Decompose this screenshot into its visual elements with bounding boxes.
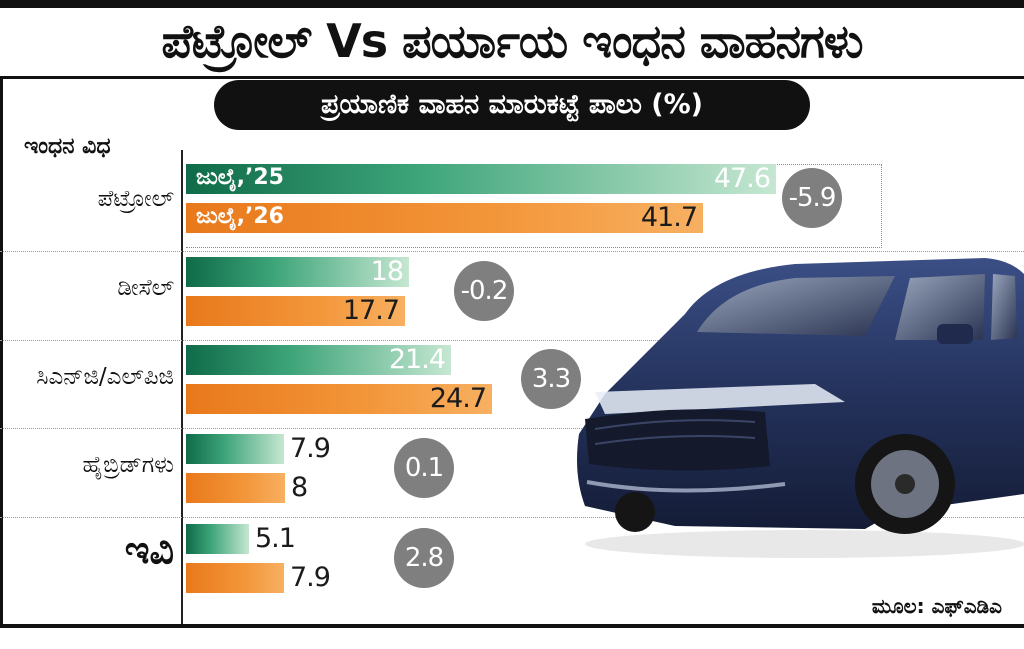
change-bubble: -0.2 (454, 261, 514, 321)
row-divider (0, 428, 1024, 429)
change-bubble: 3.3 (521, 349, 581, 409)
title-rule (0, 76, 1024, 79)
legend-label: ಜುಲೈ,’26 (196, 204, 284, 229)
axis-title: ಇಂಧನ ವಿಧ (24, 134, 111, 159)
data-label: 41.7 (640, 202, 698, 233)
row-divider (0, 517, 1024, 518)
bar-july26 (186, 384, 492, 414)
bar-july25 (186, 345, 451, 375)
source-note: ಮೂಲ: ಎಫ್‌ಎಡಿಎ (871, 594, 1002, 618)
data-label: 5.1 (255, 523, 296, 554)
row-divider (0, 251, 1024, 252)
bar-july26 (186, 473, 285, 503)
change-bubble: 2.8 (394, 528, 454, 588)
bar-july26 (186, 563, 284, 593)
data-label: 47.6 (713, 163, 771, 194)
category-label: ಡೀಸೆಲ್ (117, 275, 174, 301)
data-label: 18 (370, 256, 404, 287)
row-divider (0, 340, 1024, 341)
bar-july25 (186, 524, 249, 554)
change-bubble: -5.9 (782, 168, 842, 228)
category-label: ಇವಿ (124, 528, 174, 572)
data-label: 24.7 (429, 383, 487, 414)
bottom-rule (0, 624, 1024, 628)
legend-label: ಜುಲೈ,’25 (196, 165, 284, 190)
data-label: 7.9 (290, 433, 331, 464)
change-bubble: 0.1 (394, 438, 454, 498)
bar-july26 (186, 203, 703, 233)
data-label: 21.4 (388, 344, 446, 375)
category-label: ಪೆಟ್ರೋಲ್ (97, 186, 174, 212)
category-axis-line (181, 150, 183, 624)
bar-july25 (186, 164, 776, 194)
page-title: ಪೆಟ್ರೋಲ್ Vs ಪರ್ಯಾಯ ಇಂಧನ ವಾಹನಗಳು (161, 14, 863, 68)
chart-subtitle: ಪ್ರಯಾಣಿಕ ವಾಹನ ಮಾರುಕಟ್ಟೆ ಪಾಲು (%) (214, 80, 810, 130)
bar-july25 (186, 257, 409, 287)
category-label: ಸಿಎನ್‌ಜಿ/ಎಲ್‌ಪಿಜಿ (36, 364, 174, 390)
data-label: 8 (291, 472, 308, 503)
category-label: ಹೈಬ್ರಿಡ್‌ಗಳು (82, 452, 174, 478)
data-label: 17.7 (342, 295, 400, 326)
bar-july25 (186, 434, 284, 464)
car-image (577, 258, 1024, 558)
left-rule (0, 79, 3, 624)
data-label: 7.9 (290, 562, 331, 593)
bar-july26 (186, 296, 405, 326)
top-rule (0, 0, 1024, 8)
